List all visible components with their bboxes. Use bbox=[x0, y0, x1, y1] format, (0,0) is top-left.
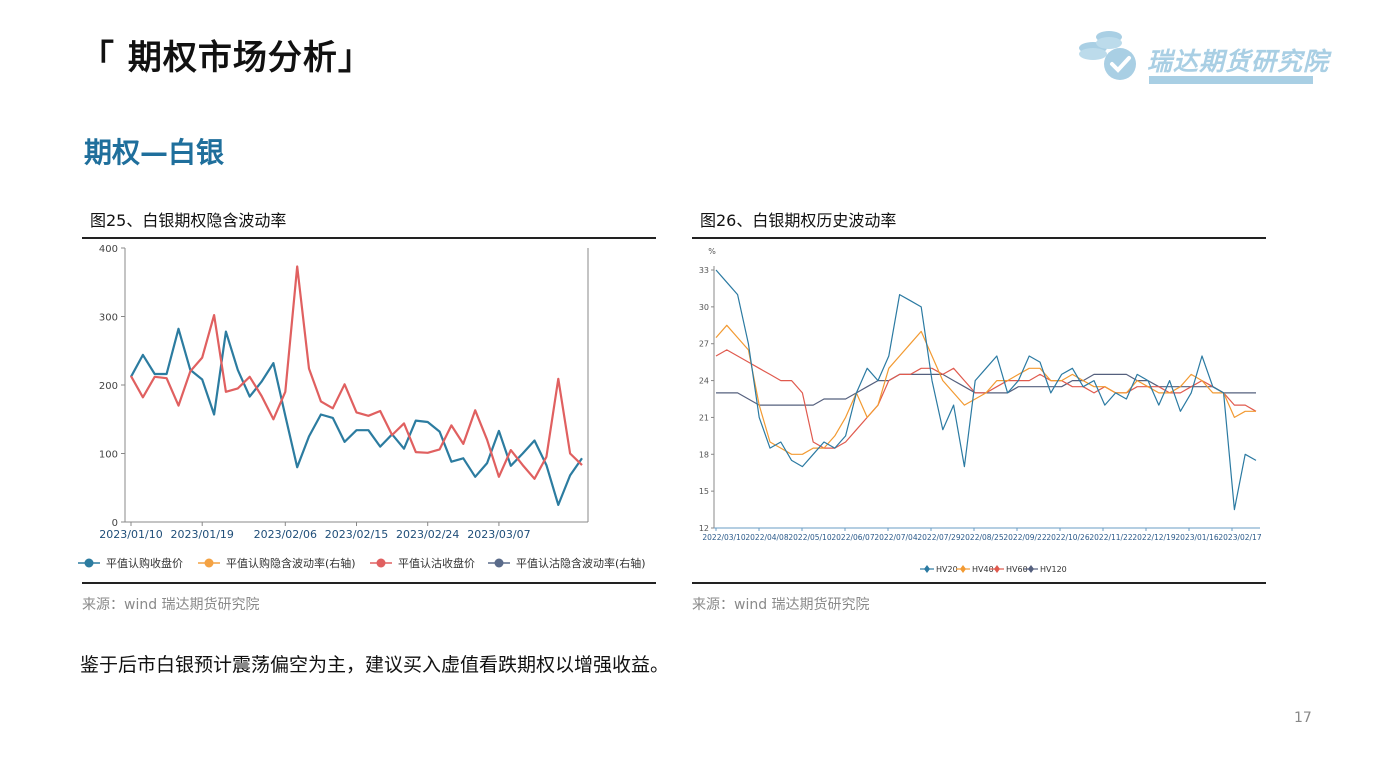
section-title: 期权—白银 bbox=[84, 136, 225, 169]
y-tick-label: 100 bbox=[99, 450, 118, 461]
y-tick-label: 30 bbox=[699, 303, 709, 312]
figure-25-top-rule bbox=[82, 237, 656, 239]
figure-25-bottom-rule bbox=[82, 582, 656, 584]
y-tick-label: 24 bbox=[699, 377, 709, 386]
implied-volatility-chart: 0 100 200 300 400 2023/01/10 2023/01/19 2023/02… bbox=[78, 244, 646, 570]
y-unit-label: % bbox=[708, 247, 716, 256]
legend-label: HV60 bbox=[1006, 565, 1028, 574]
x-tick-label: 2023/01/16 bbox=[1175, 533, 1218, 542]
page-number: 17 bbox=[1294, 710, 1312, 726]
y-tick-label: 12 bbox=[699, 524, 709, 533]
y-tick-label: 200 bbox=[99, 381, 118, 392]
legend-label: HV20 bbox=[936, 565, 958, 574]
x-tick-label: 2023/02/17 bbox=[1218, 533, 1261, 542]
x-tick-label: 2022/06/07 bbox=[831, 533, 874, 542]
brand-logo: 瑞达期货研究院 bbox=[1075, 28, 1328, 86]
x-tick-label: 2022/07/04 bbox=[874, 533, 917, 542]
x-tick-label: 2022/11/22 bbox=[1089, 533, 1132, 542]
x-tick-label: 2023/02/15 bbox=[325, 528, 388, 541]
x-tick-label: 2022/07/29 bbox=[917, 533, 960, 542]
conclusion-text: 鉴于后市白银预计震荡偏空为主，建议买入虚值看跌期权以增强收益。 bbox=[80, 654, 670, 676]
y-tick-label: 18 bbox=[699, 450, 709, 459]
x-tick-label: 2022/10/26 bbox=[1046, 533, 1089, 542]
figure-26-bottom-rule bbox=[692, 582, 1266, 584]
legend-marker bbox=[494, 558, 504, 568]
x-tick-label: 2023/03/07 bbox=[467, 528, 530, 541]
x-tick-label: 2023/01/10 bbox=[99, 528, 162, 541]
logo-text: 瑞达期货研究院 bbox=[1147, 47, 1330, 76]
figure-26-top-rule bbox=[692, 237, 1266, 239]
x-tick-label: 2023/01/19 bbox=[171, 528, 234, 541]
x-tick-label: 2023/02/24 bbox=[396, 528, 459, 541]
legend-marker bbox=[376, 558, 386, 568]
y-tick-label: 300 bbox=[99, 313, 118, 324]
x-tick-label: 2022/09/22 bbox=[1003, 533, 1046, 542]
legend-marker bbox=[960, 565, 966, 573]
page-title: 「 期权市场分析」 bbox=[80, 38, 373, 78]
series-line-0 bbox=[130, 327, 583, 506]
series-line-hv20 bbox=[715, 269, 1257, 511]
figure-25-source: 来源：wind 瑞达期货研究院 bbox=[82, 597, 260, 613]
legend-marker bbox=[84, 558, 94, 568]
figure-26-source: 来源：wind 瑞达期货研究院 bbox=[692, 597, 870, 613]
x-tick-label: 2022/12/19 bbox=[1132, 533, 1175, 542]
series-line-hv40 bbox=[715, 324, 1256, 455]
y-tick-label: 400 bbox=[99, 244, 118, 255]
legend-label: 平值认购隐含波动率(右轴) bbox=[226, 556, 356, 570]
legend-label: 平值认沽隐含波动率(右轴) bbox=[516, 556, 646, 570]
y-tick-label: 27 bbox=[699, 340, 709, 349]
figure-26-title: 图26、白银期权历史波动率 bbox=[700, 211, 897, 230]
x-tick-label: 2022/04/08 bbox=[745, 533, 788, 542]
legend-label: 平值认沽收盘价 bbox=[398, 556, 475, 570]
x-tick-label: 2023/02/06 bbox=[254, 528, 317, 541]
logo-underline bbox=[1149, 76, 1313, 84]
x-tick-label: 2022/08/25 bbox=[960, 533, 1003, 542]
x-tick-label: 2022/05/10 bbox=[788, 533, 831, 542]
series-line-2 bbox=[130, 265, 583, 480]
legend-marker bbox=[1028, 565, 1034, 573]
legend-marker bbox=[994, 565, 1000, 573]
legend-label: HV120 bbox=[1040, 565, 1067, 574]
series-line-hv60 bbox=[715, 349, 1257, 449]
coin-stack-icon bbox=[1079, 31, 1136, 80]
y-tick-label: 0 bbox=[112, 518, 118, 529]
legend-label: 平值认购收盘价 bbox=[106, 556, 183, 570]
legend-marker bbox=[924, 565, 930, 573]
legend-marker bbox=[204, 558, 214, 568]
x-tick-label: 2022/03/10 bbox=[702, 533, 745, 542]
y-tick-label: 21 bbox=[699, 413, 709, 422]
figure-25-title: 图25、白银期权隐含波动率 bbox=[90, 211, 287, 230]
y-tick-label: 33 bbox=[699, 266, 709, 275]
y-tick-label: 15 bbox=[699, 487, 709, 496]
legend-label: HV40 bbox=[972, 565, 994, 574]
